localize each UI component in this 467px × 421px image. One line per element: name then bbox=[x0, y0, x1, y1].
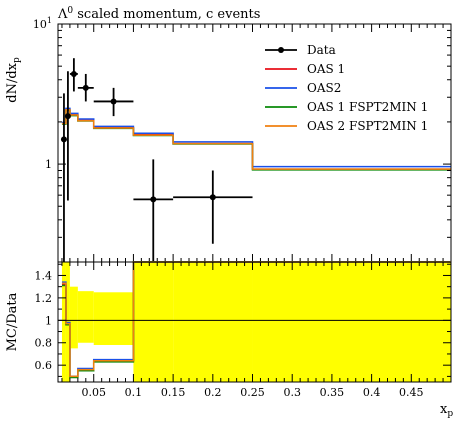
ratio-tick-label-3: 1.2 bbox=[35, 292, 53, 305]
ratio-uncertainty-band-0 bbox=[61, 262, 66, 382]
x-tick-label-2: 0.15 bbox=[161, 386, 186, 399]
ratio-uncertainty-band-3 bbox=[77, 291, 94, 343]
x-tick-label-4: 0.25 bbox=[240, 386, 265, 399]
x-tick-label-7: 0.4 bbox=[363, 386, 381, 399]
ratio-uncertainty-band-7 bbox=[252, 262, 451, 382]
data-point-2 bbox=[70, 70, 77, 77]
ratio-plot-area: 0.05 0.1 0.15 0.2 0.25 0.3 0.35 0.4 0.45 0.6 0.8 1 1… bbox=[35, 261, 452, 399]
data-point-4 bbox=[110, 98, 117, 105]
ratio-y-axis-label: MC/Data bbox=[5, 292, 20, 351]
chart-title: Λ0 scaled momentum, c events bbox=[57, 6, 260, 22]
x-tick-label-1: 0.1 bbox=[125, 386, 143, 399]
ratio-tick-label-1: 0.8 bbox=[35, 337, 53, 350]
ratio-uncertainty-band-5 bbox=[133, 262, 174, 382]
x-tick-label-0: 0.05 bbox=[81, 386, 106, 399]
data-point-0 bbox=[60, 136, 67, 143]
x-axis-label: xp bbox=[440, 402, 453, 419]
ratio-tick-label-4: 1.4 bbox=[35, 269, 53, 282]
ratio-frame bbox=[57, 261, 452, 383]
ratio-tick-label-2: 1 bbox=[45, 314, 52, 327]
main-plot-area: 1 101 bbox=[33, 16, 452, 263]
ratio-uncertainty-band-6 bbox=[173, 262, 253, 382]
x-tick-label-5: 0.3 bbox=[283, 386, 301, 399]
data-point-5 bbox=[150, 196, 157, 203]
ratio-uncertainty-band-4 bbox=[93, 292, 134, 345]
legend-label-1: OAS2 bbox=[307, 81, 341, 95]
main-frame bbox=[57, 23, 452, 263]
legend-label-2: OAS 1 FSPT2MIN 1 bbox=[307, 100, 428, 114]
mc-histogram-1 bbox=[61, 107, 451, 168]
data-point-6 bbox=[209, 194, 216, 201]
ratio-uncertainty-band-2 bbox=[69, 286, 78, 349]
y-tick-label-1: 101 bbox=[33, 16, 52, 31]
legend-label-3: OAS 2 FSPT2MIN 1 bbox=[307, 119, 428, 133]
y-tick-label-0: 1 bbox=[45, 158, 52, 171]
legend: Data OAS 1 OAS2 OAS 1 FSPT2MIN 1 OAS 2 FSPT2… bbox=[265, 43, 428, 133]
data-point-1 bbox=[64, 113, 71, 120]
legend-data-label: Data bbox=[307, 43, 336, 57]
ratio-tick-label-0: 0.6 bbox=[35, 359, 53, 372]
x-tick-label-8: 0.45 bbox=[399, 386, 424, 399]
legend-data-marker bbox=[278, 47, 284, 53]
x-tick-label-3: 0.2 bbox=[204, 386, 222, 399]
data-point-3 bbox=[82, 84, 89, 91]
y-axis-label: dN/dxp bbox=[5, 57, 22, 103]
x-tick-label-6: 0.35 bbox=[320, 386, 345, 399]
legend-label-0: OAS 1 bbox=[307, 62, 345, 76]
